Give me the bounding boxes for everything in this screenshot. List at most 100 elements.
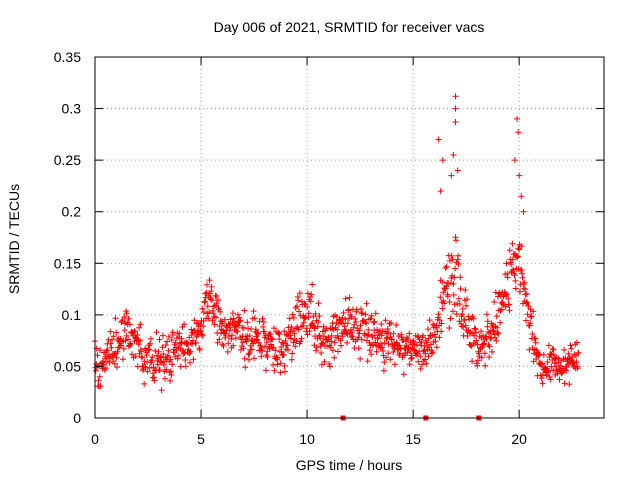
data-point bbox=[357, 355, 364, 362]
data-point bbox=[406, 361, 413, 368]
data-point bbox=[303, 325, 310, 332]
data-point bbox=[522, 286, 529, 293]
data-point bbox=[378, 332, 385, 339]
data-point bbox=[279, 339, 286, 346]
data-point bbox=[165, 333, 172, 340]
data-point bbox=[429, 349, 436, 356]
data-point bbox=[255, 339, 262, 346]
data-point bbox=[343, 329, 350, 336]
data-point bbox=[383, 335, 390, 342]
data-point bbox=[213, 293, 220, 300]
data-point bbox=[199, 305, 206, 312]
data-point bbox=[159, 344, 166, 351]
data-point bbox=[441, 286, 448, 292]
data-point bbox=[516, 172, 523, 179]
data-point bbox=[305, 310, 312, 317]
data-point bbox=[137, 337, 143, 344]
data-point bbox=[463, 302, 470, 309]
data-point bbox=[340, 309, 347, 316]
data-point bbox=[243, 336, 250, 343]
data-point bbox=[492, 334, 498, 341]
data-point bbox=[204, 303, 211, 310]
data-point bbox=[545, 342, 552, 349]
data-point bbox=[287, 328, 294, 335]
data-point bbox=[205, 315, 212, 322]
data-point bbox=[486, 343, 493, 350]
data-point bbox=[504, 274, 511, 281]
data-point bbox=[217, 308, 224, 315]
data-point bbox=[561, 346, 568, 353]
data-point bbox=[296, 290, 303, 297]
data-point bbox=[439, 305, 446, 312]
data-point bbox=[432, 338, 439, 345]
data-point bbox=[203, 289, 210, 296]
data-point bbox=[342, 316, 349, 323]
x-tick-label: 20 bbox=[511, 431, 527, 447]
data-point bbox=[308, 291, 315, 298]
data-point bbox=[452, 265, 459, 272]
data-point bbox=[271, 325, 277, 332]
data-point bbox=[467, 342, 474, 348]
data-point bbox=[240, 345, 247, 352]
data-point bbox=[251, 355, 258, 362]
data-point bbox=[251, 315, 258, 322]
data-point bbox=[367, 315, 374, 322]
grid-lines bbox=[95, 57, 604, 418]
data-point bbox=[519, 274, 526, 281]
data-point bbox=[107, 328, 114, 335]
data-point bbox=[255, 330, 262, 337]
data-point bbox=[128, 351, 135, 358]
data-point bbox=[503, 291, 510, 297]
data-point bbox=[299, 322, 306, 329]
data-point bbox=[380, 367, 387, 374]
data-point bbox=[222, 330, 229, 337]
data-point bbox=[153, 352, 160, 359]
data-point bbox=[321, 333, 327, 340]
data-point bbox=[446, 325, 453, 331]
data-point bbox=[134, 332, 141, 338]
data-point bbox=[450, 152, 457, 158]
data-point bbox=[125, 336, 132, 343]
data-point bbox=[309, 281, 316, 288]
data-point bbox=[227, 316, 234, 323]
data-point bbox=[352, 315, 358, 322]
data-point bbox=[355, 345, 362, 352]
data-point bbox=[206, 277, 213, 284]
data-point bbox=[119, 338, 126, 345]
data-point bbox=[330, 347, 336, 354]
data-point bbox=[348, 313, 355, 320]
data-point bbox=[391, 361, 398, 368]
data-point bbox=[428, 350, 435, 357]
data-point bbox=[514, 253, 521, 260]
y-axis-label: SRMTID / TECUs bbox=[6, 184, 22, 294]
data-point bbox=[95, 377, 102, 384]
data-point bbox=[525, 303, 532, 309]
data-point bbox=[440, 289, 447, 296]
data-point bbox=[573, 339, 580, 346]
data-point bbox=[267, 331, 274, 338]
data-point bbox=[442, 265, 449, 271]
data-point bbox=[495, 293, 501, 300]
data-point bbox=[359, 310, 366, 317]
data-point bbox=[443, 263, 450, 270]
data-point bbox=[356, 327, 363, 334]
data-point bbox=[318, 361, 325, 368]
data-point bbox=[228, 336, 235, 343]
data-point bbox=[556, 376, 563, 383]
data-point bbox=[168, 337, 175, 343]
data-point bbox=[331, 339, 338, 346]
data-point bbox=[308, 321, 315, 328]
data-point bbox=[486, 354, 493, 361]
data-point bbox=[310, 324, 317, 331]
data-point bbox=[198, 331, 205, 338]
x-axis-label: GPS time / hours bbox=[296, 457, 403, 473]
data-point bbox=[494, 324, 501, 331]
data-point bbox=[318, 350, 325, 356]
data-point bbox=[252, 326, 259, 333]
data-point bbox=[544, 359, 551, 365]
data-point bbox=[355, 334, 362, 341]
data-point bbox=[373, 348, 380, 355]
data-point bbox=[382, 317, 389, 324]
data-point bbox=[489, 348, 495, 355]
data-point bbox=[258, 353, 265, 360]
